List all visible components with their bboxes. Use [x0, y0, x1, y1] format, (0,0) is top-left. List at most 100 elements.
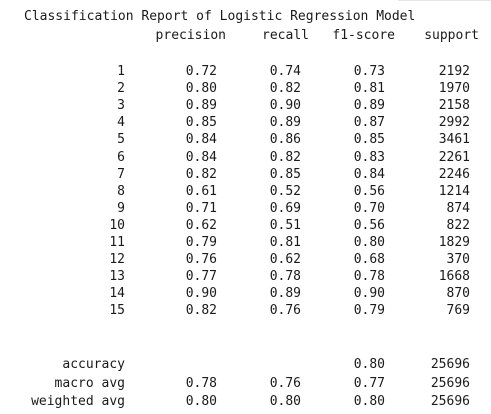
class-row: 3 0.89 0.90 0.89 2158 — [0, 97, 491, 115]
f1-score-value: 0.56 — [353, 217, 385, 233]
precision-value: 0.84 — [185, 149, 217, 165]
precision-value: 0.82 — [185, 166, 217, 182]
recall-value: 0.62 — [269, 252, 301, 268]
recall-value: 0.82 — [269, 149, 301, 165]
precision-value: 0.84 — [185, 132, 217, 148]
support-value: 2246 — [438, 166, 470, 182]
f1-score-value: 0.80 — [353, 357, 385, 372]
summary-row: macro avg 0.78 0.76 0.77 25696 — [0, 375, 491, 393]
support-value: 2992 — [438, 115, 470, 131]
f1-score-value: 0.68 — [353, 252, 385, 268]
support-value: 874 — [446, 200, 470, 216]
f1-score-value: 0.83 — [353, 149, 385, 165]
f1-score-value: 0.90 — [353, 286, 385, 302]
support-value: 25696 — [430, 375, 470, 391]
row-label: 3 — [117, 98, 125, 114]
support-value: 370 — [446, 252, 470, 268]
header-recall: recall — [262, 28, 309, 43]
recall-value: 0.85 — [269, 166, 301, 182]
f1-score-value: 0.56 — [353, 183, 385, 199]
summary-row: weighted avg 0.80 0.80 0.80 25696 — [0, 393, 491, 411]
row-label: 13 — [109, 269, 125, 285]
support-value: 2158 — [438, 98, 470, 114]
summary-row: accuracy 0.80 25696 — [0, 356, 491, 374]
class-row: 4 0.85 0.89 0.87 2992 — [0, 114, 491, 132]
support-value: 1970 — [438, 81, 470, 97]
support-value: 1668 — [438, 269, 470, 285]
support-value: 1829 — [438, 235, 470, 250]
f1-score-value: 0.87 — [353, 115, 385, 131]
row-label: 2 — [117, 81, 125, 97]
recall-value: 0.52 — [269, 183, 301, 199]
class-row: 7 0.82 0.85 0.84 2246 — [0, 166, 491, 184]
f1-score-value: 0.73 — [353, 64, 385, 79]
row-label: weighted avg — [31, 394, 125, 409]
recall-value: 0.89 — [269, 286, 301, 302]
recall-value: 0.82 — [269, 81, 301, 97]
f1-score-value: 0.80 — [353, 235, 385, 250]
f1-score-value: 0.80 — [353, 394, 385, 409]
f1-score-value: 0.78 — [353, 269, 385, 285]
support-value: 2261 — [438, 149, 470, 165]
class-row: 14 0.90 0.89 0.90 870 — [0, 285, 491, 303]
precision-value: 0.71 — [185, 200, 217, 216]
row-label: 10 — [109, 217, 125, 233]
precision-value: 0.72 — [185, 64, 217, 79]
class-row: 13 0.77 0.78 0.78 1668 — [0, 268, 491, 286]
recall-value: 0.76 — [269, 303, 301, 319]
row-label: accuracy — [62, 357, 125, 372]
class-row: 11 0.79 0.81 0.80 1829 — [0, 234, 491, 252]
row-label: 8 — [117, 183, 125, 199]
class-row: 10 0.62 0.51 0.56 822 — [0, 217, 491, 235]
row-label: 12 — [109, 252, 125, 268]
precision-value: 0.85 — [185, 115, 217, 131]
row-label: macro avg — [54, 375, 125, 391]
recall-value: 0.69 — [269, 200, 301, 216]
f1-score-value: 0.81 — [353, 81, 385, 97]
f1-score-value: 0.85 — [353, 132, 385, 148]
header-precision: precision — [155, 28, 226, 43]
recall-value: 0.74 — [269, 64, 301, 79]
precision-value: 0.61 — [185, 183, 217, 199]
precision-value: 0.89 — [185, 98, 217, 114]
f1-score-value: 0.77 — [353, 375, 385, 391]
header-support: support — [424, 28, 479, 43]
row-label: 7 — [117, 166, 125, 182]
recall-value: 0.76 — [269, 375, 301, 391]
recall-value: 0.51 — [269, 217, 301, 233]
precision-value: 0.62 — [185, 217, 217, 233]
f1-score-value: 0.84 — [353, 166, 385, 182]
class-row: 5 0.84 0.86 0.85 3461 — [0, 131, 491, 149]
precision-value: 0.82 — [185, 303, 217, 319]
support-value: 870 — [446, 286, 470, 302]
f1-score-value: 0.70 — [353, 200, 385, 216]
support-value: 3461 — [438, 132, 470, 148]
row-label: 4 — [117, 115, 125, 131]
precision-value: 0.78 — [185, 375, 217, 391]
recall-value: 0.90 — [269, 98, 301, 114]
row-label: 11 — [109, 235, 125, 250]
precision-value: 0.76 — [185, 252, 217, 268]
class-row: 1 0.72 0.74 0.73 2192 — [0, 63, 491, 81]
class-row: 8 0.61 0.52 0.56 1214 — [0, 183, 491, 201]
support-value: 1214 — [438, 183, 470, 199]
support-value: 2192 — [438, 64, 470, 79]
support-value: 769 — [446, 303, 470, 319]
row-label: 1 — [117, 64, 125, 79]
row-label: 15 — [109, 303, 125, 319]
recall-value: 0.81 — [269, 235, 301, 250]
precision-value: 0.79 — [185, 235, 217, 250]
precision-value: 0.80 — [185, 81, 217, 97]
support-value: 25696 — [430, 394, 470, 409]
class-row: 15 0.82 0.76 0.79 769 — [0, 302, 491, 320]
support-value: 25696 — [430, 357, 470, 372]
precision-value: 0.80 — [185, 394, 217, 409]
class-row: 9 0.71 0.69 0.70 874 — [0, 200, 491, 218]
row-label: 6 — [117, 149, 125, 165]
recall-value: 0.80 — [269, 394, 301, 409]
row-label: 9 — [117, 200, 125, 216]
class-row: 6 0.84 0.82 0.83 2261 — [0, 149, 491, 167]
recall-value: 0.78 — [269, 269, 301, 285]
precision-value: 0.90 — [185, 286, 217, 302]
